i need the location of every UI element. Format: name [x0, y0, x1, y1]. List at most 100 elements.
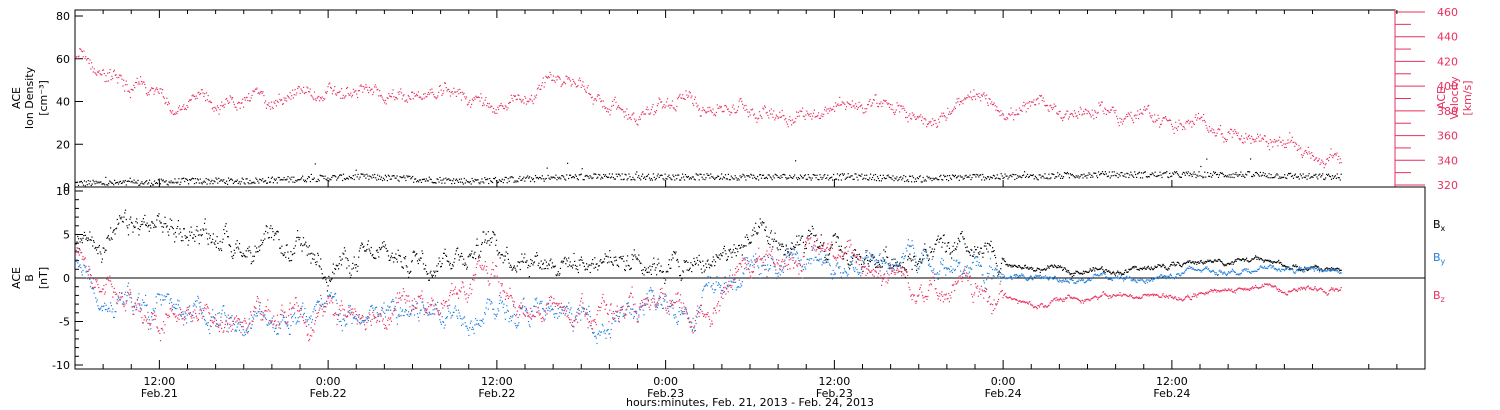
- b-bx-point: [1189, 260, 1191, 262]
- b-by-point: [163, 295, 165, 297]
- b-by-point: [244, 331, 246, 333]
- density-point: [794, 174, 796, 176]
- velocity-point: [1075, 115, 1077, 117]
- b-bx-point: [221, 241, 223, 243]
- b-bx-point: [423, 268, 425, 270]
- velocity-point: [704, 109, 706, 112]
- density-tick-label: 0: [63, 181, 70, 194]
- velocity-point: [516, 98, 518, 100]
- velocity-point: [482, 102, 484, 104]
- velocity-point: [1028, 102, 1030, 104]
- b-bx-point: [293, 247, 295, 249]
- density-point: [502, 182, 504, 184]
- b-bx-point: [703, 265, 705, 267]
- velocity-point: [1157, 114, 1159, 116]
- velocity-point: [1088, 111, 1090, 113]
- density-point: [435, 182, 437, 184]
- b-bx-point: [275, 233, 277, 235]
- density-point: [460, 178, 462, 180]
- density-point: [551, 177, 553, 179]
- velocity-point: [601, 100, 603, 102]
- velocity-point: [217, 107, 219, 109]
- b-by-point: [86, 271, 89, 273]
- velocity-point: [485, 97, 487, 99]
- b-bx-point: [147, 226, 149, 228]
- density-point: [1061, 175, 1063, 177]
- velocity-point: [1300, 147, 1302, 149]
- density-point: [281, 179, 283, 181]
- density-point: [1314, 174, 1316, 176]
- b-by-point: [308, 316, 311, 318]
- b-bx-point: [373, 257, 375, 259]
- density-point: [113, 184, 115, 186]
- b-bx-point: [756, 233, 758, 235]
- velocity-point: [991, 104, 994, 106]
- b-bx-point: [1152, 269, 1154, 271]
- velocity-point: [981, 95, 983, 97]
- b-by-point: [200, 308, 202, 310]
- velocity-point: [294, 89, 296, 91]
- b-bx-point: [1265, 259, 1267, 261]
- b-bx-point: [415, 253, 417, 256]
- b-bx-point: [405, 256, 407, 258]
- velocity-point: [682, 97, 685, 100]
- b-bx-point: [755, 232, 758, 234]
- velocity-point: [1070, 113, 1072, 115]
- density-point: [1120, 172, 1122, 174]
- velocity-point: [1171, 125, 1173, 128]
- b-by-point: [237, 323, 239, 325]
- b-by-point: [120, 297, 122, 299]
- velocity-point: [1316, 157, 1318, 159]
- density-point: [694, 179, 696, 181]
- b-bx-point: [501, 254, 503, 256]
- b-bx-point: [777, 249, 779, 251]
- velocity-point: [1242, 142, 1244, 144]
- b-bx-point: [851, 263, 853, 265]
- b-by-point: [311, 321, 313, 323]
- density-point: [98, 182, 100, 184]
- b-bx-point: [783, 254, 785, 256]
- velocity-point: [452, 93, 454, 95]
- b-bx-point: [361, 242, 363, 244]
- velocity-point: [184, 107, 186, 109]
- b-bx-point: [355, 264, 357, 266]
- velocity-point: [1291, 136, 1293, 138]
- b-bx-point: [281, 245, 283, 247]
- b-bx-point: [582, 262, 584, 264]
- density-point: [1077, 175, 1079, 177]
- b-bx-point: [376, 249, 378, 251]
- density-point: [1325, 177, 1327, 179]
- density-point: [94, 183, 96, 185]
- velocity-point: [606, 108, 609, 110]
- b-bx-point: [1151, 267, 1153, 270]
- b-bx-point: [609, 256, 612, 258]
- velocity-point: [1303, 152, 1305, 154]
- b-bx-point: [1250, 260, 1252, 262]
- velocity-point: [367, 89, 369, 91]
- b-bx-point: [151, 221, 153, 223]
- velocity-point: [651, 106, 653, 108]
- density-point: [372, 174, 374, 176]
- b-by-point: [142, 302, 144, 304]
- b-by-point: [101, 310, 103, 312]
- density-point: [315, 180, 317, 183]
- density-point: [772, 175, 774, 177]
- b-bx-point: [579, 264, 581, 266]
- density-point: [646, 175, 649, 177]
- b-bx-point: [1099, 268, 1101, 270]
- b-bx-point: [1110, 273, 1112, 275]
- b-bx-point: [212, 238, 214, 240]
- density-point: [871, 178, 873, 181]
- density-point: [458, 178, 461, 180]
- density-point: [923, 180, 925, 182]
- density-point: [591, 178, 593, 180]
- density-point: [654, 179, 656, 181]
- density-point: [499, 180, 501, 182]
- velocity-point: [753, 113, 755, 115]
- b-bx-point: [1026, 267, 1028, 269]
- velocity-point: [1302, 154, 1304, 157]
- density-point: [986, 178, 988, 180]
- density-point: [415, 178, 417, 180]
- density-point: [456, 180, 459, 182]
- b-bx-point: [497, 254, 499, 256]
